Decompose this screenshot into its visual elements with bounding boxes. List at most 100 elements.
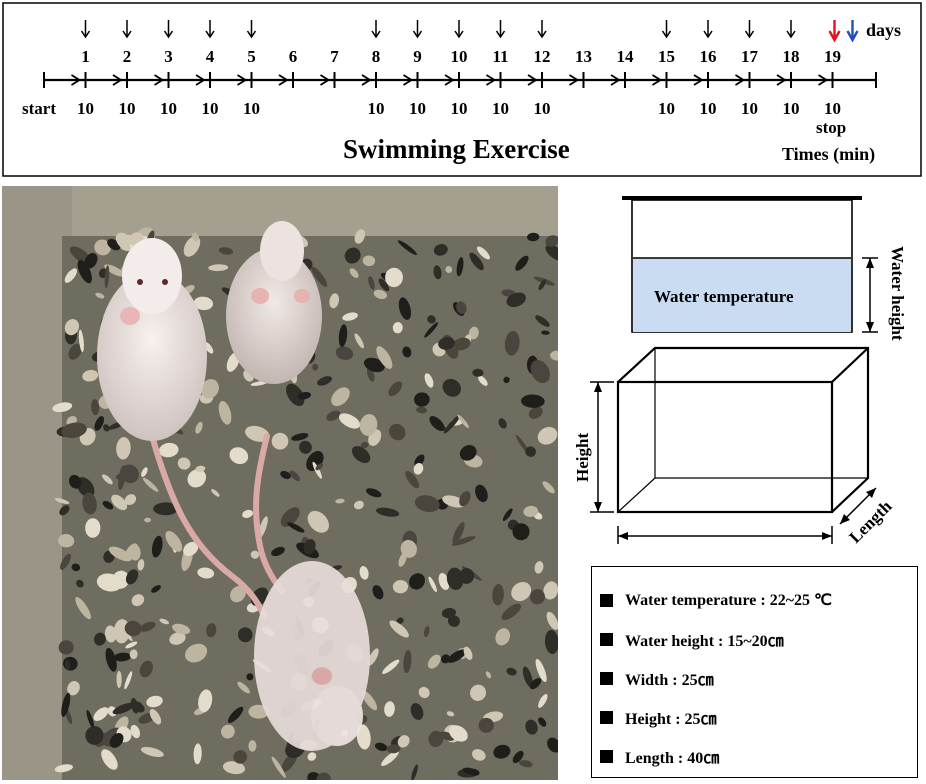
speckle bbox=[237, 627, 253, 643]
day-number: 4 bbox=[206, 47, 215, 66]
exercise-arrowhead bbox=[122, 30, 132, 39]
speckle bbox=[287, 522, 305, 533]
speckle bbox=[299, 440, 312, 454]
speckle bbox=[151, 585, 161, 593]
speckle bbox=[373, 289, 388, 299]
day-number: 15 bbox=[658, 47, 675, 66]
day-number: 14 bbox=[617, 47, 635, 66]
speckle bbox=[307, 752, 317, 761]
timeline-content: 1 10 2 10 3 10 4 10 5 10 6 7 8 10 9 10 10 10 11 10 12 10 13 14 1… bbox=[43, 20, 877, 118]
day-number: 5 bbox=[247, 47, 256, 66]
speckle bbox=[59, 505, 70, 516]
speckle bbox=[335, 498, 345, 504]
speckle bbox=[137, 559, 145, 571]
speckle bbox=[535, 658, 547, 683]
speckle bbox=[211, 489, 220, 497]
mouse-bottom bbox=[254, 561, 370, 751]
speckle bbox=[193, 743, 202, 765]
speckle bbox=[184, 643, 208, 663]
speckle bbox=[498, 418, 507, 429]
exercise-arrowhead bbox=[371, 30, 381, 39]
speckle bbox=[416, 406, 427, 414]
speckle bbox=[245, 425, 270, 442]
timeline-title: Swimming Exercise bbox=[343, 134, 570, 164]
speckle bbox=[153, 502, 179, 516]
start-label: start bbox=[22, 99, 56, 118]
speckle bbox=[389, 620, 409, 638]
speckle bbox=[195, 421, 203, 434]
speckle bbox=[428, 730, 444, 747]
water-height-label: Water height bbox=[888, 246, 907, 341]
speckle bbox=[104, 625, 117, 643]
minutes-label: 10 bbox=[741, 99, 758, 118]
speckle bbox=[375, 507, 400, 517]
speckle bbox=[492, 583, 504, 606]
speckle bbox=[141, 467, 148, 477]
speckle bbox=[372, 585, 384, 600]
speckle bbox=[501, 603, 522, 620]
day-number: 9 bbox=[413, 47, 422, 66]
speckle bbox=[478, 717, 494, 733]
minutes-label: 10 bbox=[160, 99, 177, 118]
segment-arrowhead bbox=[444, 74, 455, 86]
speckle bbox=[76, 579, 84, 588]
speckle bbox=[529, 678, 542, 690]
speckle bbox=[361, 690, 378, 711]
speckle bbox=[456, 301, 467, 315]
speckle bbox=[91, 399, 100, 416]
exercise-arrowhead bbox=[205, 30, 215, 39]
speckle bbox=[398, 297, 412, 320]
speckle bbox=[433, 265, 442, 280]
speckle bbox=[233, 750, 248, 764]
segment-arrowhead bbox=[361, 74, 372, 86]
speckle bbox=[101, 749, 118, 770]
speckle bbox=[312, 461, 322, 479]
speckle bbox=[78, 329, 84, 353]
segment-arrowhead bbox=[652, 74, 663, 86]
speckle bbox=[438, 573, 450, 591]
speckle bbox=[512, 750, 524, 764]
speckle bbox=[392, 580, 409, 594]
speckle bbox=[115, 232, 135, 252]
speckle bbox=[218, 400, 232, 425]
speckle bbox=[289, 470, 300, 482]
speckle bbox=[140, 747, 164, 758]
speckle bbox=[112, 702, 135, 715]
speckle bbox=[280, 470, 291, 480]
speckle bbox=[335, 346, 354, 360]
speckle bbox=[472, 368, 484, 377]
speckle bbox=[356, 724, 371, 750]
speckle bbox=[68, 474, 82, 489]
speckle bbox=[515, 255, 529, 271]
bullet-icon bbox=[600, 749, 613, 763]
speckle bbox=[68, 343, 82, 360]
speckle bbox=[405, 470, 420, 489]
segment-arrowhead bbox=[527, 74, 538, 86]
speckle bbox=[104, 265, 110, 288]
speckle bbox=[116, 670, 122, 688]
speckle bbox=[428, 576, 437, 593]
segment-arrowhead bbox=[278, 74, 289, 86]
speckle bbox=[442, 378, 461, 397]
speckle bbox=[511, 581, 532, 602]
speckle bbox=[493, 744, 511, 759]
spec-height: Height : 25㎝ bbox=[600, 706, 717, 728]
speckle bbox=[94, 632, 106, 646]
speckle bbox=[165, 530, 183, 552]
bullet-icon bbox=[600, 671, 613, 685]
speckle bbox=[60, 553, 71, 570]
speckle bbox=[485, 671, 492, 679]
speckle bbox=[545, 244, 558, 261]
speckle bbox=[64, 659, 71, 670]
speckle bbox=[504, 331, 520, 356]
day-number: 16 bbox=[700, 47, 717, 66]
speckle bbox=[222, 761, 246, 775]
speckle bbox=[537, 426, 558, 445]
speckle bbox=[52, 402, 73, 413]
speckle bbox=[221, 724, 235, 739]
speckle bbox=[61, 692, 71, 718]
exercise-arrowhead bbox=[661, 30, 672, 39]
speckle bbox=[159, 618, 170, 625]
speckle bbox=[354, 333, 364, 349]
speckle bbox=[338, 324, 348, 347]
